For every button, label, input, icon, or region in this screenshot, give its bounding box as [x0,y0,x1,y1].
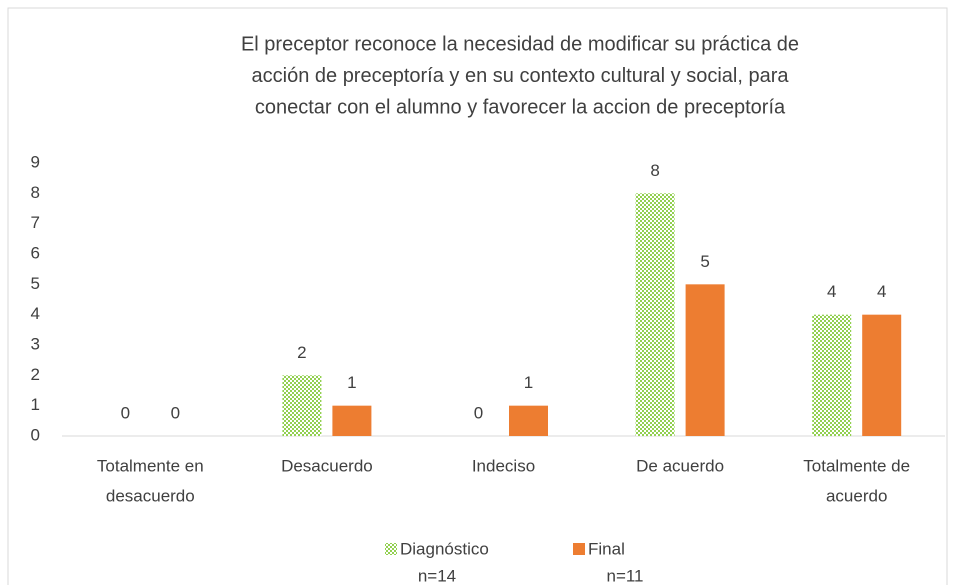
y-tick-label: 7 [31,213,40,232]
data-label: 8 [650,161,659,180]
y-tick-label: 5 [31,274,40,293]
data-label: 2 [297,343,306,362]
legend-note: n=14 [418,566,456,585]
data-label: 5 [700,252,709,271]
data-label: 0 [474,403,483,422]
x-tick-label: Totalmente de [803,456,910,475]
chart-title: El preceptor reconoce la necesidad de mo… [241,33,799,55]
bar [635,193,675,436]
y-tick-label: 9 [31,152,40,171]
x-tick-label: Totalmente en [97,456,204,475]
legend-note: n=11 [606,566,643,585]
data-label: 4 [877,282,886,301]
bar [812,314,852,436]
data-label: 4 [827,282,836,301]
legend-swatch [573,543,585,555]
chart-title: conectar con el alumno y favorecer la ac… [255,96,786,118]
legend-label: Diagnóstico [400,539,489,558]
x-tick-label: De acuerdo [636,456,724,475]
data-label: 1 [347,373,356,392]
y-tick-label: 0 [31,425,40,444]
x-tick-label: acuerdo [826,486,887,505]
y-tick-label: 8 [31,183,40,202]
y-tick-label: 6 [31,243,40,262]
y-tick-label: 2 [31,365,40,384]
bar [685,284,725,436]
data-label: 0 [171,403,180,422]
data-label: 1 [524,373,533,392]
y-tick-label: 1 [31,395,40,414]
bar [332,405,372,436]
x-tick-label: desacuerdo [106,486,195,505]
x-tick-label: Desacuerdo [281,456,373,475]
bar [282,375,322,436]
bar [862,314,902,436]
x-tick-label: Indeciso [472,456,535,475]
bar [509,405,548,436]
chart-title: acción de preceptoría y en su contexto c… [252,65,790,87]
y-tick-label: 4 [31,304,40,323]
y-tick-label: 3 [31,334,40,353]
legend-swatch [385,543,397,555]
legend-label: Final [588,539,625,558]
data-label: 0 [121,403,130,422]
chart-border [7,7,948,585]
